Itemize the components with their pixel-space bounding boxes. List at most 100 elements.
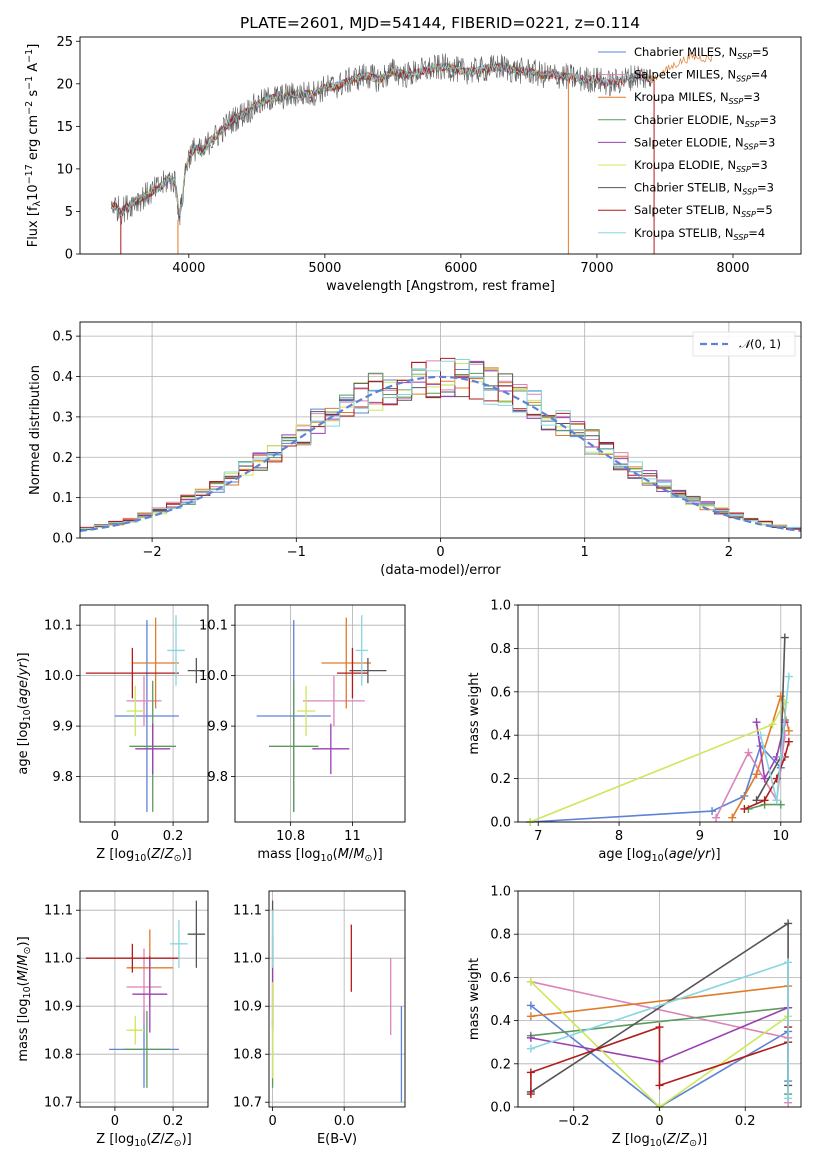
axes-mass-vs-z: 0 0.2 10.7 10.8 10.9 11.0 11.1 Z [log10(Z/Z⊙)] m… (16, 890, 209, 1149)
weight-marker (655, 1081, 664, 1090)
x-tick-label: 0 (436, 545, 444, 560)
x-tick-label: 0 (111, 829, 119, 844)
legend-entry: Salpeter MILES, NSSP=4 (634, 68, 768, 84)
x-tick-label: 7 (534, 829, 542, 844)
axes-frame (79, 604, 209, 823)
axes-frame (517, 604, 802, 823)
errorbar-kroupa-stelib (167, 615, 185, 686)
y-tick-label: 0.3 (52, 410, 73, 425)
weight-marker (780, 633, 789, 642)
errorbar-kroupa-stelib (355, 615, 368, 686)
y-tick-label: 11.0 (233, 952, 262, 967)
y-tick-label: 0.0 (490, 1101, 511, 1116)
x-axis-label: Z [log10(Z/Z⊙)] (96, 847, 191, 864)
spectrum-line-salpeter-stelib (110, 61, 652, 215)
x-tick-label: 8 (615, 829, 623, 844)
x-tick-label: 5000 (308, 261, 341, 276)
x-axis-label: (data-model)/error (380, 563, 501, 578)
y-tick-label: 15 (56, 120, 73, 135)
x-axis-label: wavelength [Angstrom, rest frame] (326, 279, 555, 294)
weight-marker (655, 1023, 664, 1032)
axes-frame (79, 321, 802, 539)
errorbar-kroupa-stelib (170, 919, 188, 968)
axes-spectrum: 4000 5000 6000 7000 8000 0 5 10 15 20 25 Chabrier M… (24, 35, 802, 294)
errorbar-chabrier-elodie (269, 680, 319, 812)
y-tick-label: 11.1 (233, 904, 262, 919)
spectrum-line-kroupa-stelib (111, 62, 652, 216)
x-tick-label: 10.8 (276, 829, 305, 844)
y-tick-label: 11.1 (44, 904, 73, 919)
y-tick-label: 0.0 (52, 532, 73, 547)
y-tick-label: 0.2 (490, 772, 511, 787)
legend-box (692, 331, 796, 357)
weight-marker (784, 672, 793, 681)
y-tick-label: 11.0 (44, 952, 73, 967)
errorbar-kroupa-elodie (296, 685, 316, 737)
errorbar-salpeter-elodie (312, 723, 350, 775)
x-tick-label: 0 (111, 1114, 119, 1129)
x-tick-label: 4000 (172, 261, 205, 276)
x-axis-label: mass [log10(M/M⊙)] (257, 847, 382, 864)
y-axis-label: age [log10(age/yr)] (16, 652, 33, 774)
legend-entry: Chabrier MILES, NSSP=5 (634, 45, 769, 61)
axes-age-vs-mass: 10.8 11 9.8 9.9 10.0 10.1 mass [log10(M/M⊙)] (199, 604, 406, 864)
weight-marker (776, 752, 785, 761)
x-tick-label: 0 (268, 1114, 276, 1129)
x-tick-label: 0.2 (163, 1114, 184, 1129)
weight-line (759, 676, 790, 801)
x-tick-label: 11 (344, 829, 361, 844)
x-tick-label: 6000 (444, 261, 477, 276)
weight-marker (768, 720, 777, 729)
weight-marker (784, 919, 793, 928)
x-tick-label: 9 (696, 829, 704, 844)
x-tick-label: 0.0 (334, 1114, 355, 1129)
y-tick-label: 0.0 (490, 816, 511, 831)
axes-frame (79, 36, 802, 255)
weight-marker (784, 1094, 793, 1103)
weight-marker (772, 796, 781, 805)
x-tick-label: 0.2 (735, 1114, 756, 1129)
errorbar-chabrier-stelib (349, 657, 387, 684)
legend-entry: Salpeter ELODIE, NSSP=3 (634, 135, 775, 151)
weight-marker (752, 718, 761, 727)
weight-marker (776, 800, 785, 809)
y-tick-label: 0.6 (490, 971, 511, 986)
y-tick-label: 10.1 (44, 619, 73, 634)
y-tick-label: 9.8 (52, 770, 73, 785)
weight-marker (740, 804, 749, 813)
y-tick-label: 1.0 (490, 599, 511, 614)
normal-curve (79, 375, 802, 532)
x-tick-label: 10 (773, 829, 790, 844)
axes-weight-vs-z: −0.2 0 0.2 0.0 0.2 0.4 0.6 0.8 1.0 Z [log10(Z/Z⊙)… (467, 885, 802, 1149)
y-tick-label: 10.7 (44, 1096, 73, 1111)
plot-area-mass-vs-ebv (271, 900, 403, 1103)
weight-marker (526, 1001, 535, 1010)
legend-entry: Kroupa MILES, NSSP=3 (634, 90, 760, 106)
plot-area-mass-vs-z (85, 900, 206, 1088)
weight-series-kroupa-stelib (756, 672, 793, 805)
y-tick-label: 20 (56, 77, 73, 92)
errorbar-salpeter-stelib (85, 647, 179, 699)
errorbar-kroupa-elodie (126, 685, 144, 737)
legend-entry: Salpeter STELIB, NSSP=5 (634, 203, 773, 219)
y-tick-label: 0.8 (490, 928, 511, 943)
errorbar-salpeter-stelib (85, 943, 179, 973)
axes-residual-histogram: −2 −1 0 1 2 0.0 0.1 0.2 0.3 0.4 0.5 𝒩(0, 1) (data-mo… (28, 321, 802, 578)
axes-frame (234, 604, 406, 823)
axes-frame (517, 890, 802, 1108)
weight-marker (526, 1068, 535, 1077)
x-tick-label: 2 (725, 545, 733, 560)
y-tick-label: 10.8 (233, 1048, 262, 1063)
legend-entry: Chabrier STELIB, NSSP=3 (634, 181, 774, 197)
weight-marker (526, 1090, 535, 1099)
y-tick-label: 10.1 (199, 619, 228, 634)
y-tick-label: 0.4 (52, 370, 73, 385)
plot-area-weight-vs-z (526, 919, 793, 1111)
weight-marker (784, 737, 793, 746)
y-tick-label: 10.0 (44, 669, 73, 684)
errorbar-salpeter-miles (303, 675, 365, 727)
y-tick-label: 25 (56, 35, 73, 50)
weight-marker (756, 731, 765, 740)
